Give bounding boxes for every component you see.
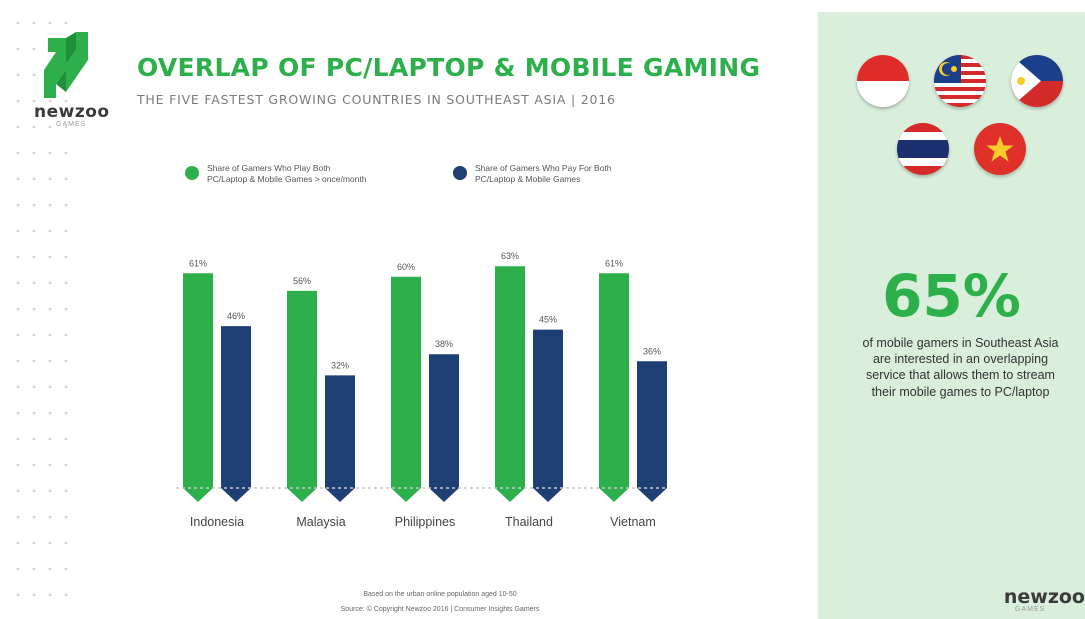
data-label-philippines-series-1: 60% [397,262,415,272]
bar-thailand-series-2 [533,329,563,502]
legend-2-line-1: Share of Gamers Who Pay For Both [475,163,612,173]
category-label-vietnam: Vietnam [610,515,656,529]
legend-1-line-2: PC/Laptop & Mobile Games > once/month [207,174,367,184]
philippines-flag-icon [1011,55,1063,107]
newzoo-tagline: GAMES [56,121,87,128]
indonesia-flag-icon [857,55,909,107]
legend-1-line-1: Share of Gamers Who Play Both [207,163,331,173]
category-label-thailand: Thailand [505,515,553,529]
data-label-thailand-series-2: 45% [539,315,557,325]
panel-newzoo-logo: newzoo GAMES [965,586,1085,613]
category-label-indonesia: Indonesia [190,515,244,529]
bar-chart: 61% 46% Indonesia 56% 32% Malaysia 60% 38% Phili… [176,251,668,529]
data-label-thailand-series-1: 63% [501,251,519,261]
panel-newzoo-tagline: GAMES [1015,606,1046,613]
data-label-malaysia-series-2: 32% [331,360,349,370]
data-label-vietnam-series-2: 36% [643,346,661,356]
stat-panel: 65% of mobile gamers in Southeast Asia a… [818,12,1085,619]
bar-malaysia-series-2 [325,375,355,502]
footnote-population: Based on the urban online population age… [363,591,517,598]
data-label-vietnam-series-1: 61% [605,258,623,268]
legend-2-line-2: PC/Laptop & Mobile Games [475,174,581,184]
newzoo-wordmark: newzoo [34,102,110,122]
data-label-indonesia-series-1: 61% [189,258,207,268]
bar-vietnam-series-1 [599,273,629,502]
legend-navy-swatch [453,166,467,180]
data-label-philippines-series-2: 38% [435,339,453,349]
newzoo-logo: newzoo GAMES [34,30,124,128]
bar-philippines-series-1 [391,276,421,502]
category-label-philippines: Philippines [395,515,455,529]
chart-title: OVERLAP OF PC/LAPTOP & MOBILE GAMING [137,53,761,82]
bar-indonesia-series-1 [183,273,213,502]
thailand-flag-icon [897,123,949,175]
dotted-decoration [10,10,78,610]
bar-malaysia-series-1 [287,290,317,502]
footnote-source: Source: © Copyright Newzoo 2016 | Consum… [340,606,540,613]
bar-vietnam-series-2 [637,361,667,502]
headline-stat: 65% [882,262,1021,330]
malaysia-flag-icon [934,55,986,107]
bar-indonesia-series-2 [221,326,251,502]
legend-green-swatch [185,166,199,180]
data-label-malaysia-series-1: 56% [293,276,311,286]
vietnam-flag-icon [974,123,1026,175]
panel-newzoo-wordmark: newzoo [1003,586,1085,608]
data-label-indonesia-series-2: 46% [227,311,245,321]
stat-description: of mobile gamers in Southeast Asia are i… [862,336,1059,399]
category-label-malaysia: Malaysia [296,515,345,529]
bar-philippines-series-2 [429,354,459,502]
bar-thailand-series-1 [495,266,525,502]
chart-subtitle: THE FIVE FASTEST GROWING COUNTRIES IN SO… [137,92,616,107]
newzoo-logo-mark-icon [44,32,88,98]
